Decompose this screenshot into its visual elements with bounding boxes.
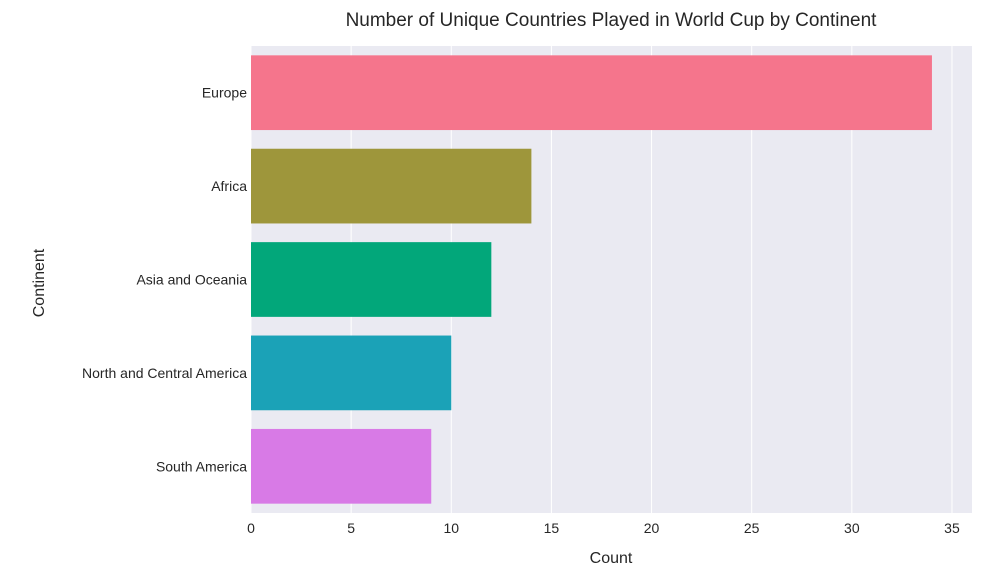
y-tick-label: North and Central America: [82, 365, 247, 381]
x-tick-labels: 0 5 10 15 20 25 30 35: [247, 520, 960, 536]
x-tick-label: 5: [347, 520, 355, 536]
bar-europe: [251, 55, 932, 131]
y-tick-label: South America: [156, 458, 247, 474]
x-tick-label: 30: [844, 520, 860, 536]
bar-south-america: [251, 428, 432, 504]
bar-north-and-central-america: [251, 335, 452, 411]
y-tick-label: Europe: [202, 85, 247, 101]
bar-africa: [251, 148, 532, 224]
x-tick-label: 35: [944, 520, 960, 536]
bars: [251, 55, 932, 504]
y-axis-label: Continent: [31, 248, 48, 317]
x-axis-label: Count: [590, 550, 633, 567]
x-tick-label: 25: [744, 520, 760, 536]
x-tick-label: 15: [544, 520, 560, 536]
x-tick-label: 10: [443, 520, 459, 536]
y-tick-labels: Europe Africa Asia and Oceania North and Ce…: [82, 85, 247, 475]
x-tick-label: 20: [644, 520, 660, 536]
x-tick-label: 0: [247, 520, 255, 536]
bar-asia-and-oceania: [251, 242, 492, 317]
chart-title: Number of Unique Countries Played in Wor…: [346, 10, 878, 31]
y-tick-label: Asia and Oceania: [136, 272, 247, 288]
y-tick-label: Africa: [211, 178, 247, 194]
